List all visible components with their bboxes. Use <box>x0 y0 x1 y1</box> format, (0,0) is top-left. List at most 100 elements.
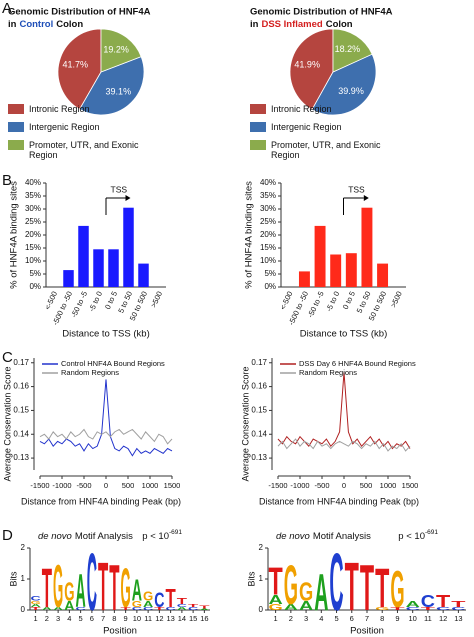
p-value-exponent: -691 <box>425 529 438 536</box>
y-tick-label: 40% <box>260 178 276 187</box>
y-tick-label: 0.17 <box>251 358 267 367</box>
logo-letter: T <box>436 591 451 610</box>
logo-letter: A <box>53 606 64 611</box>
pie-label: 41.7% <box>62 60 88 70</box>
x-tick-label: 6 <box>350 614 354 623</box>
bar <box>108 249 119 287</box>
subtitle-part: Colon <box>326 19 353 30</box>
x-tick-label: 16 <box>200 614 208 623</box>
bar <box>377 263 389 287</box>
logo-letter: A <box>284 603 298 612</box>
x-tick-label: -5 to 0 <box>87 290 104 313</box>
logo-letter: A <box>42 606 53 611</box>
logo-letter: C <box>132 606 143 611</box>
logo-letter: C <box>421 591 436 610</box>
logo-letter: A <box>64 599 74 613</box>
legend-label: Intronic Region <box>271 104 332 114</box>
p-value-exponent: -691 <box>169 529 182 536</box>
x-tick-label: 5 <box>334 614 338 623</box>
y-axis-label: % of HNF4A binding sites <box>244 181 255 289</box>
y-tick-label: 0.14 <box>13 429 29 438</box>
x-tick-label: 3 <box>304 614 308 623</box>
x-tick-label: 1000 <box>380 481 397 490</box>
logo-letter: T <box>360 553 374 624</box>
x-tick-label: -500 <box>314 481 329 490</box>
y-tick-label: 0 <box>259 605 264 614</box>
logo-letter: G <box>143 589 153 603</box>
logo-letter: T <box>188 603 199 608</box>
y-axis-label: Average Conservation Score <box>240 367 250 482</box>
logo-letter: T <box>166 585 176 613</box>
bar <box>298 271 310 287</box>
x-tick-label: 0 to 5 <box>341 290 357 311</box>
pie-label: 39.1% <box>106 87 132 97</box>
logo-letter: A <box>132 575 142 608</box>
legend-label: DSS Day 6 HNF4A Bound Regions <box>299 359 416 368</box>
pie-label: 18.2% <box>335 44 361 54</box>
logo-letter: T <box>121 606 132 611</box>
pie-label: 39.9% <box>338 86 364 96</box>
logo-letter: T <box>199 605 210 610</box>
y-tick-label: 35% <box>25 191 41 200</box>
logo-letter: T <box>98 548 108 625</box>
legend-label: Promoter, UTR, and Exonic Region <box>271 140 381 160</box>
title-part: Motif Analysis <box>313 531 371 542</box>
subtitle-part: Control <box>19 19 53 30</box>
logo-letter: A <box>299 599 313 613</box>
pie-slice <box>100 28 142 73</box>
x-tick-label: 15 <box>189 614 197 623</box>
x-tick-label: 12 <box>155 614 163 623</box>
title-part: Motif Analysis <box>75 531 133 542</box>
y-tick-label: 5% <box>264 269 276 278</box>
logo-title: de novo Motif Analysis <box>38 531 133 542</box>
logo-letter: A <box>269 592 283 606</box>
line-series <box>39 428 173 445</box>
x-tick-label: -1500 <box>268 481 287 490</box>
logo-letter: A <box>31 603 42 608</box>
x-tick-label: 0 <box>342 481 346 490</box>
y-tick-label: 0.13 <box>251 453 267 462</box>
logo-letter: A <box>406 600 420 609</box>
x-tick-label: 3 <box>56 614 60 623</box>
subtitle-part: DSS Inflamed <box>261 19 322 30</box>
x-tick-label: 4 <box>319 614 323 623</box>
y-tick-label: 30% <box>260 204 276 213</box>
legend-label: Intergenic Region <box>271 122 342 132</box>
logo-letter: C <box>166 606 177 611</box>
x-axis-label: Distance from HNF4A binding Peak (bp) <box>259 496 419 506</box>
logo-letter: T <box>154 606 165 611</box>
y-tick-label: 0.15 <box>13 406 29 415</box>
pie-slice <box>311 53 377 116</box>
legend-label: Random Regions <box>299 368 357 377</box>
pie-subtitle: in Control Colon <box>8 19 83 30</box>
y-tick-label: 25% <box>25 217 41 226</box>
y-tick-label: 2 <box>259 543 264 552</box>
legend-label: Random Regions <box>61 368 119 377</box>
x-tick-label: 13 <box>166 614 174 623</box>
bar <box>361 207 373 287</box>
logo-letter: C <box>436 606 451 611</box>
y-tick-label: 30% <box>25 204 41 213</box>
logo-letter: G <box>121 556 131 619</box>
x-tick-label: -5 to 0 <box>324 290 341 313</box>
logo-letter: C <box>31 596 41 603</box>
p-value: p < 10-691 <box>398 529 438 542</box>
x-tick-label: 7 <box>365 614 369 623</box>
logo-letter: C <box>87 538 97 628</box>
x-tick-label: 8 <box>112 614 116 623</box>
x-axis-label: Distance from HNF4A binding Peak (bp) <box>21 496 181 506</box>
panel-label: D <box>2 527 13 544</box>
x-tick-label: 1500 <box>164 481 181 490</box>
x-tick-label: -500 <box>76 481 91 490</box>
y-axis-label: % of HNF4A binding sites <box>9 181 20 289</box>
x-tick-label: 0 <box>104 481 108 490</box>
logo-letter: C <box>451 606 466 611</box>
x-tick-label: 1 <box>34 614 38 623</box>
y-tick-label: 0.13 <box>13 453 29 462</box>
logo-letter: G <box>390 561 404 619</box>
pie-slice <box>289 28 334 111</box>
x-tick-label: 11 <box>424 614 432 623</box>
line-series <box>277 372 411 450</box>
subtitle-part: in <box>250 19 259 30</box>
p-value: p < 10-691 <box>142 529 182 542</box>
